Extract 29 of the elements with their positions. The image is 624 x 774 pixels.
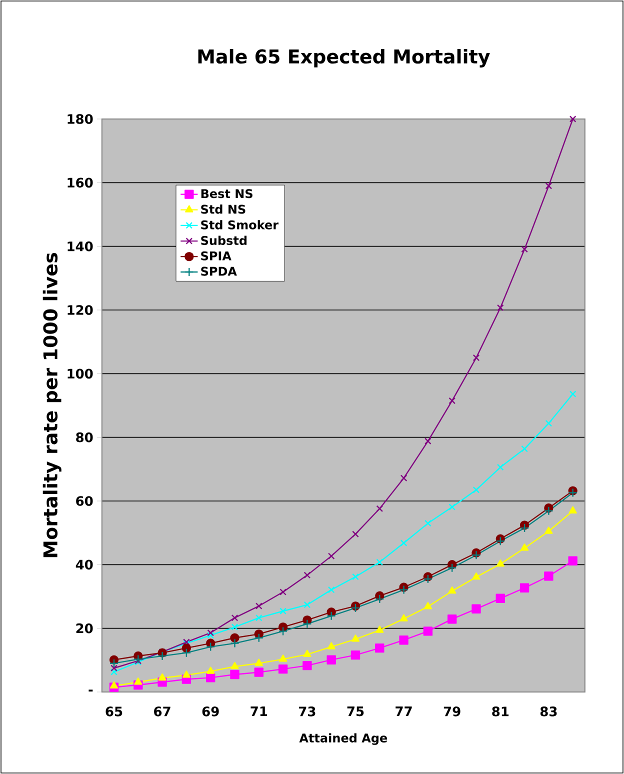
x-tick-label: 79 [444, 706, 460, 716]
y-axis-title: Mortality rate per 1000 lives [42, 253, 62, 558]
y-tick-label: 160 [68, 178, 93, 188]
x-axis-title: Attained Age [299, 733, 388, 745]
x-tick-label: 77 [396, 706, 412, 716]
legend-label: Best NS [201, 189, 252, 198]
x-tick-label: 75 [347, 706, 364, 716]
y-tick-label: 180 [68, 114, 93, 124]
legend-label: SPDA [201, 266, 237, 276]
legend-label: Std NS [201, 204, 246, 214]
legend-label: SPIA [201, 251, 232, 260]
x-tick-label: 81 [492, 706, 509, 716]
y-tick-label: 80 [76, 432, 93, 442]
x-tick-label: 71 [250, 706, 268, 716]
y-tick-label: 100 [68, 368, 93, 379]
legend-label: Std Smoker [201, 220, 279, 230]
y-tick-label: - [88, 690, 93, 692]
y-tick-label: 140 [68, 241, 93, 252]
y-tick-label: 120 [68, 305, 93, 315]
y-tick-label: 60 [76, 496, 93, 506]
y-tick-label: 20 [76, 623, 93, 634]
x-tick-label: 83 [540, 706, 557, 716]
x-tick-label: 65 [106, 706, 122, 716]
y-tick-label: 40 [76, 560, 93, 570]
x-tick-label: 67 [154, 706, 170, 716]
x-tick-label: 69 [202, 706, 219, 716]
x-tick-label: 73 [299, 706, 316, 716]
legend-label: Substd [201, 236, 247, 246]
chart-title: Male 65 Expected Mortality [198, 48, 490, 68]
